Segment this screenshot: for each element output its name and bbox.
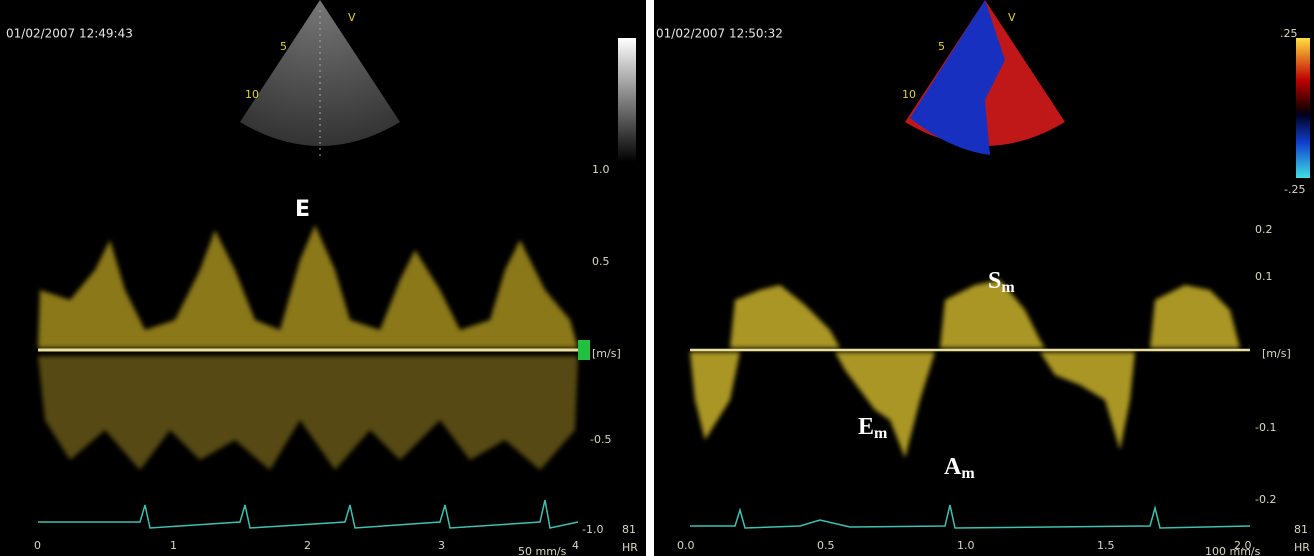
page: 01/02/2007 12:49:43 V 5 10 1.0 0.5 [m/s]… xyxy=(0,0,1314,556)
time-tick: 1.5 xyxy=(1097,539,1115,552)
screenshot: 01/02/2007 12:49:43 V 5 10 1.0 0.5 [m/s]… xyxy=(0,0,1314,556)
sector-label: 10 xyxy=(245,88,259,101)
sweep-speed: 50 mm/s xyxy=(518,545,567,556)
time-tick: 1 xyxy=(170,539,177,552)
annotation-subscript: m xyxy=(961,465,975,482)
annotation-letter: S xyxy=(988,268,1001,294)
annotation-letter: A xyxy=(944,454,962,480)
hr-label: HR xyxy=(622,541,638,554)
heart-rate: 81 xyxy=(622,523,636,536)
time-tick: 4 xyxy=(572,539,579,552)
annotation-subscript: m xyxy=(874,425,888,442)
velocity-tick: -0.2 xyxy=(1255,493,1276,506)
annotation-subscript: m xyxy=(1001,279,1015,296)
velocity-tick: 0.2 xyxy=(1255,223,1273,236)
velocity-unit: [m/s] xyxy=(592,347,621,360)
velocity-tick: -1.0 xyxy=(582,523,603,536)
time-tick: 0 xyxy=(34,539,41,552)
velocity-tick: -0.5 xyxy=(590,433,611,446)
sector-label: V xyxy=(1008,11,1016,24)
time-tick: 3 xyxy=(438,539,445,552)
color-scale-label: -.25 xyxy=(1284,183,1305,196)
color-scale-label: .25 xyxy=(1280,27,1298,40)
hr-label: HR xyxy=(1294,541,1310,554)
annotation-letter: E xyxy=(858,414,874,440)
sector-label: V xyxy=(348,11,356,24)
time-tick: 1.0 xyxy=(957,539,975,552)
grayscale-bar xyxy=(618,38,636,162)
time-tick: 0.5 xyxy=(817,539,835,552)
velocity-tick: 0.5 xyxy=(592,255,610,268)
velocity-tick: -0.1 xyxy=(1255,421,1276,434)
sector-label: 10 xyxy=(902,88,916,101)
time-tick: 2 xyxy=(304,539,311,552)
annotation: E xyxy=(295,197,310,222)
velocity-unit: [m/s] xyxy=(1262,347,1291,360)
time-tick: 0.0 xyxy=(677,539,695,552)
sector-label: 5 xyxy=(938,40,945,53)
baseline-marker xyxy=(578,340,590,360)
timestamp: 01/02/2007 12:50:32 xyxy=(656,27,783,41)
timestamp: 01/02/2007 12:49:43 xyxy=(6,27,133,41)
heart-rate: 81 xyxy=(1294,523,1308,536)
velocity-tick: 0.1 xyxy=(1255,270,1273,283)
color-bar xyxy=(1296,38,1310,178)
sweep-speed: 100 mm/s xyxy=(1205,545,1261,556)
velocity-tick: 1.0 xyxy=(592,163,610,176)
sector-label: 5 xyxy=(280,40,287,53)
